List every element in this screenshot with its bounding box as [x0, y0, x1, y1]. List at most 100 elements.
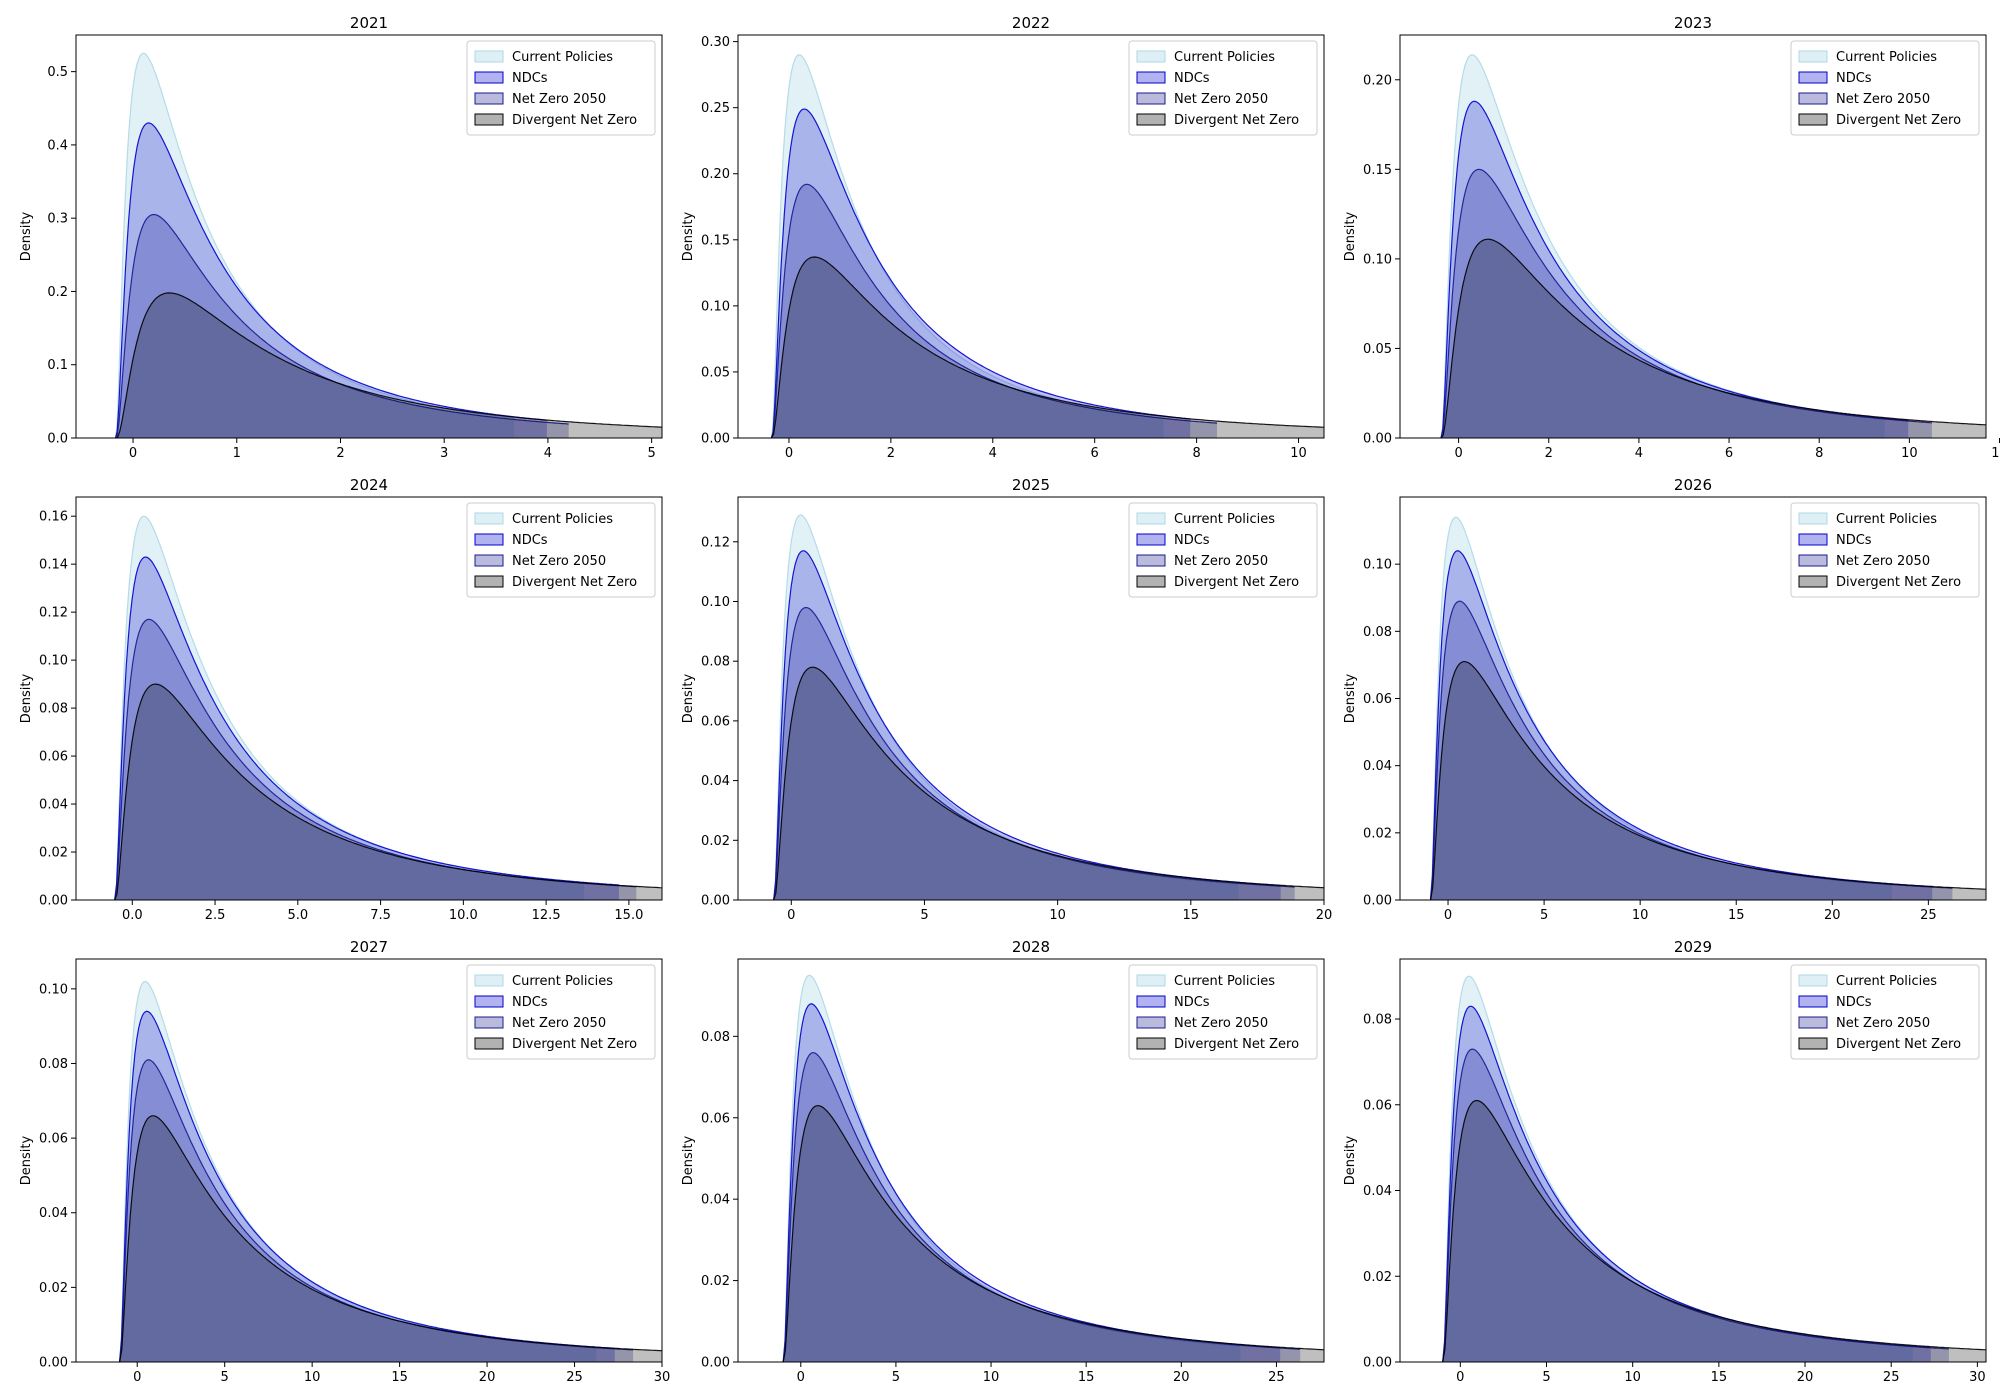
- legend: Current Policies NDCs Net Zero 2050 Diverge…: [1790, 964, 1980, 1060]
- subplot-2027: 0 5 10 15 20 25 30 0.00 0.02 0.04 0.06 0.08 0.10 Dens…: [19, 938, 670, 1385]
- legend-swatch: [1798, 533, 1828, 546]
- legend-swatch: [1136, 554, 1166, 567]
- y-tick-label: 0.06: [1363, 1098, 1392, 1113]
- curves: [773, 514, 1324, 900]
- legend-box: [1128, 40, 1318, 136]
- legend-swatch: [1136, 512, 1166, 525]
- x-tick-label: 25: [1920, 908, 1937, 923]
- legend-swatch: [1136, 1016, 1166, 1029]
- curves: [770, 54, 1324, 438]
- legend-box: [466, 40, 656, 136]
- legend-swatch: [474, 575, 504, 588]
- legend-swatch: [1798, 512, 1828, 525]
- legend-label: Net Zero 2050: [1174, 1016, 1268, 1031]
- y-tick-label: 0.0: [47, 432, 68, 447]
- x-tick-label: 1: [233, 446, 241, 461]
- legend-label: Divergent Net Zero: [512, 575, 637, 590]
- x-tick-label: 0: [787, 908, 795, 923]
- y-tick-label: 0.20: [701, 167, 730, 182]
- x-tick-label: 12.5: [532, 908, 561, 923]
- axes-frame: [75, 496, 663, 901]
- kde-line-divergent-net-zero: [782, 1104, 1324, 1362]
- y-tick-label: 0.05: [701, 365, 730, 380]
- y-axis-label: Density: [19, 673, 34, 723]
- legend-swatch: [1136, 533, 1166, 546]
- kde-line-divergent-net-zero: [1440, 238, 1986, 438]
- legend-swatch: [474, 1037, 504, 1050]
- legend-label: NDCs: [1174, 533, 1210, 548]
- kde-line-current-policies: [770, 54, 1164, 438]
- kde-line-ndcs: [1442, 1005, 1931, 1362]
- kde-fill-ndcs: [783, 1003, 1281, 1362]
- subplot-title: 2021: [350, 14, 388, 32]
- kde-fill-divergent-net-zero: [1441, 239, 1986, 438]
- y-tick-label: 0.10: [701, 299, 730, 314]
- x-tick-label: 10: [983, 1370, 1000, 1385]
- axes-frame: [1399, 34, 1987, 439]
- legend-swatch: [1136, 1037, 1166, 1050]
- legend-swatch: [1136, 113, 1166, 126]
- y-tick-label: 0.15: [1363, 163, 1392, 178]
- kde-fill-ndcs: [1442, 1006, 1931, 1362]
- kde-line-divergent-net-zero: [770, 256, 1324, 438]
- y-tick-label: 0.02: [1363, 826, 1392, 841]
- x-tick-label: 5.0: [287, 908, 308, 923]
- y-tick-label: 0.02: [39, 1281, 68, 1296]
- legend-swatch: [1136, 575, 1166, 588]
- kde-fill-current-policies: [1441, 54, 1885, 438]
- legend-label: NDCs: [512, 995, 548, 1010]
- subplot-2022: 0 2 4 6 8 10 0.00 0.05 0.10 0.15 0.20 0.25 0.30 Densi…: [681, 14, 1325, 461]
- x-tick-label: 5: [1542, 1370, 1550, 1385]
- x-tick-label: 15: [391, 1370, 408, 1385]
- legend-swatch: [474, 974, 504, 987]
- x-tick-label: 15: [1078, 1370, 1095, 1385]
- y-tick-label: 0.20: [1363, 73, 1392, 88]
- y-axis-label: Density: [1343, 1135, 1358, 1185]
- y-tick-label: 0.00: [39, 1356, 68, 1371]
- kde-fill-divergent-net-zero: [1442, 1100, 1986, 1362]
- kde-fill-current-policies: [114, 516, 585, 900]
- y-tick-label: 0.06: [39, 750, 68, 765]
- y-tick-label: 0.04: [701, 1193, 730, 1208]
- legend-box: [1790, 502, 1980, 598]
- legend: Current Policies NDCs Net Zero 2050 Diverge…: [466, 964, 656, 1060]
- axes-frame: [737, 34, 1325, 439]
- x-tick-label: 5: [1540, 908, 1548, 923]
- x-tick-label: 0: [785, 446, 793, 461]
- y-tick-label: 0.10: [39, 654, 68, 669]
- subplot-title: 2028: [1012, 938, 1050, 956]
- legend-swatch: [1798, 50, 1828, 63]
- legend-swatch: [1136, 50, 1166, 63]
- legend-swatch: [474, 113, 504, 126]
- kde-fill-ndcs: [1441, 101, 1909, 438]
- y-tick-label: 0.10: [701, 595, 730, 610]
- y-tick-label: 0.02: [39, 846, 68, 861]
- kde-line-divergent-net-zero: [119, 1115, 662, 1362]
- kde-fill-current-policies: [119, 981, 597, 1362]
- y-tick-label: 0.00: [701, 1356, 730, 1371]
- kde-fill-net-zero-2050: [119, 1059, 634, 1362]
- kde-fill-ndcs: [114, 557, 619, 900]
- y-axis-label: Density: [1343, 211, 1358, 261]
- legend-swatch: [1136, 92, 1166, 105]
- kde-line-net-zero-2050: [770, 183, 1218, 438]
- x-tick-label: 20: [1797, 1370, 1814, 1385]
- legend-box: [1128, 502, 1318, 598]
- x-tick-label: 10: [1290, 446, 1307, 461]
- kde-line-divergent-net-zero: [114, 683, 662, 900]
- y-tick-label: 0.3: [47, 212, 68, 227]
- kde-fill-ndcs: [771, 109, 1191, 438]
- y-tick-label: 0.04: [701, 774, 730, 789]
- legend-label: Current Policies: [1174, 974, 1275, 989]
- kde-line-ndcs: [114, 122, 547, 438]
- y-tick-label: 0.08: [39, 1057, 68, 1072]
- y-tick-label: 0.00: [701, 432, 730, 447]
- legend-swatch: [474, 71, 504, 84]
- y-tick-label: 0.16: [39, 510, 68, 525]
- x-tick-label: 25: [1883, 1370, 1900, 1385]
- legend-swatch: [1798, 974, 1828, 987]
- x-tick-label: 4: [1635, 446, 1643, 461]
- legend-label: Current Policies: [1174, 512, 1275, 527]
- x-tick-label: 0: [129, 446, 137, 461]
- legend-box: [1128, 964, 1318, 1060]
